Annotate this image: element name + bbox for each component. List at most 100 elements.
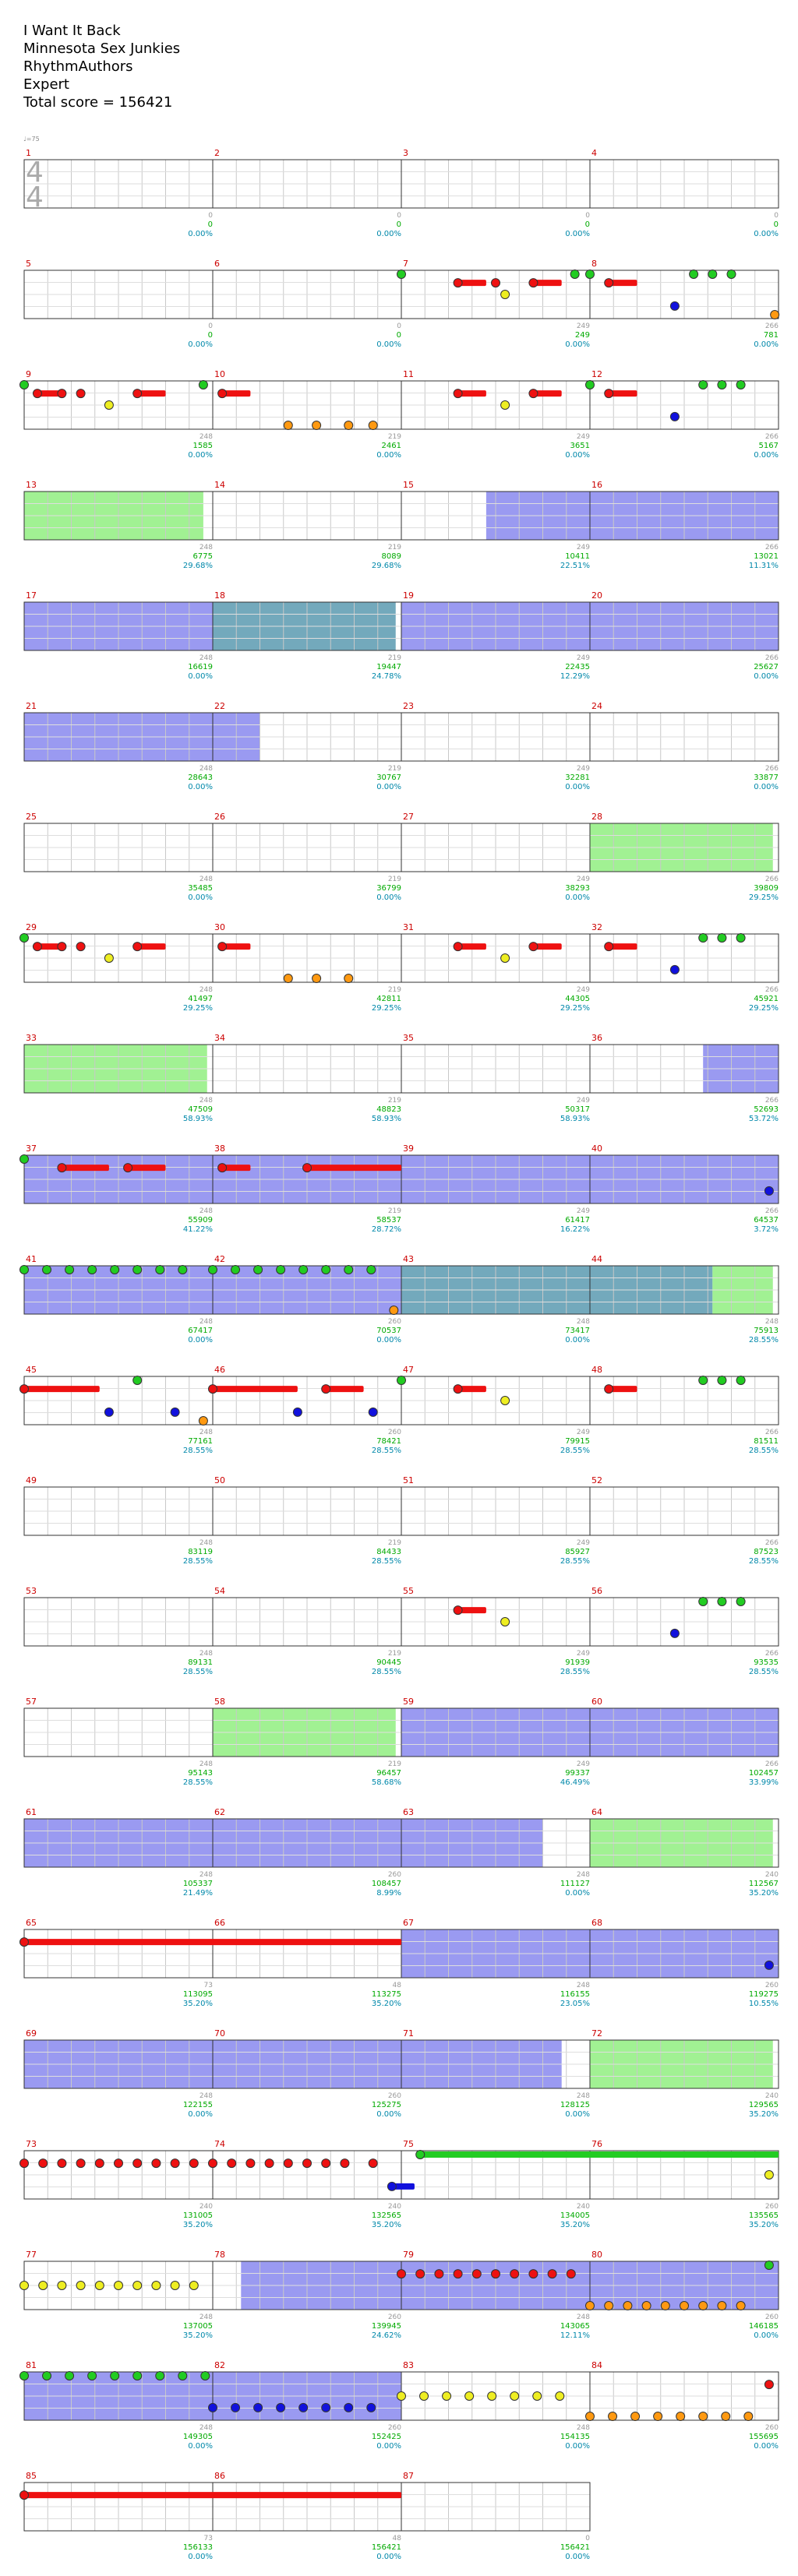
measure-sp-percent: 0.00% bbox=[188, 451, 213, 460]
measure-sp-percent: 11.31% bbox=[749, 562, 779, 570]
measure-score: 149305 bbox=[183, 2433, 213, 2441]
note-yellow bbox=[76, 2281, 86, 2290]
measure-note-count: 248 bbox=[577, 2092, 590, 2100]
measure-number: 81 bbox=[26, 2360, 37, 2370]
note-green bbox=[698, 1596, 708, 1606]
measure-note-count: 248 bbox=[200, 2313, 213, 2321]
measure-note-count: 248 bbox=[577, 1871, 590, 1879]
measure-number: 77 bbox=[26, 2250, 37, 2260]
measure-sp-percent: 28.55% bbox=[183, 1447, 213, 1455]
note-red bbox=[57, 389, 67, 399]
measure-sp-percent: 29.25% bbox=[560, 1004, 590, 1013]
measure-sp-percent: 29.25% bbox=[749, 893, 779, 902]
note-green bbox=[397, 1375, 406, 1385]
note-green bbox=[585, 379, 595, 389]
note-red bbox=[32, 942, 42, 952]
note-red bbox=[415, 2269, 425, 2279]
measure-number: 74 bbox=[214, 2139, 225, 2149]
measure-number: 24 bbox=[591, 701, 602, 711]
note-green bbox=[132, 2370, 143, 2380]
note-red bbox=[264, 2158, 274, 2169]
measure-score: 75913 bbox=[754, 1327, 779, 1335]
measure-note-count: 0 bbox=[397, 322, 401, 330]
measure-note-count: 248 bbox=[200, 1429, 213, 1436]
measure-number: 18 bbox=[214, 590, 225, 601]
note-green bbox=[19, 1154, 29, 1164]
measure-score: 91939 bbox=[565, 1658, 590, 1667]
sustain-red bbox=[457, 943, 486, 950]
measure-number: 82 bbox=[214, 2360, 225, 2370]
measure-note-count: 266 bbox=[765, 986, 779, 994]
note-green bbox=[366, 1264, 376, 1274]
note-red bbox=[340, 2158, 350, 2169]
measure-score: 47509 bbox=[188, 1105, 213, 1114]
measure-note-count: 248 bbox=[200, 986, 213, 994]
measure-sp-percent: 0.00% bbox=[376, 340, 401, 349]
note-green bbox=[726, 269, 736, 279]
measure-sp-percent: 0.00% bbox=[188, 2442, 213, 2451]
measure-note-count: 249 bbox=[577, 1207, 590, 1215]
note-yellow bbox=[442, 2391, 452, 2401]
measure-sp-percent: 0.00% bbox=[376, 451, 401, 460]
note-blue bbox=[669, 411, 680, 421]
measure-sp-percent: 0.00% bbox=[565, 1336, 590, 1344]
measure-note-count: 248 bbox=[577, 1982, 590, 1989]
note-red bbox=[189, 2158, 199, 2169]
measure-number: 70 bbox=[214, 2028, 225, 2039]
measure-score: 128125 bbox=[560, 2101, 590, 2109]
difficulty-label: Expert bbox=[23, 76, 69, 93]
measure-number: 59 bbox=[403, 1697, 414, 1707]
note-green bbox=[65, 2370, 75, 2380]
note-blue bbox=[208, 2402, 217, 2412]
measure-note-count: 260 bbox=[388, 2092, 401, 2100]
measure-number: 61 bbox=[26, 1807, 37, 1817]
measure-sp-percent: 0.00% bbox=[376, 893, 401, 902]
note-red bbox=[453, 278, 463, 288]
measure-score: 25627 bbox=[754, 663, 779, 671]
note-yellow bbox=[464, 2391, 475, 2401]
measure-number: 2 bbox=[214, 148, 220, 158]
measure-score: 113095 bbox=[183, 1990, 213, 1999]
note-green bbox=[19, 1264, 29, 1274]
note-orange bbox=[368, 421, 378, 431]
measure-note-count: 248 bbox=[200, 1871, 213, 1879]
note-red bbox=[528, 942, 538, 952]
measure-sp-percent: 46.49% bbox=[560, 1778, 590, 1787]
measure-sp-percent: 0.00% bbox=[565, 783, 590, 791]
note-orange bbox=[736, 2301, 746, 2311]
note-green bbox=[178, 1264, 188, 1274]
note-green bbox=[397, 269, 406, 279]
measure-sp-percent: 35.20% bbox=[183, 2000, 213, 2008]
measure-sp-percent: 0.00% bbox=[376, 2553, 401, 2561]
note-yellow bbox=[419, 2391, 429, 2401]
measure-sp-percent: 8.99% bbox=[376, 1889, 401, 1898]
note-orange bbox=[344, 974, 354, 984]
measure-number: 22 bbox=[214, 701, 225, 711]
note-red bbox=[397, 2269, 406, 2279]
note-yellow bbox=[132, 2281, 143, 2290]
measure-number: 73 bbox=[26, 2139, 37, 2149]
note-blue bbox=[231, 2402, 241, 2412]
note-orange bbox=[676, 2412, 686, 2422]
note-yellow bbox=[487, 2391, 497, 2401]
sustain-red bbox=[137, 943, 166, 950]
measure-number: 29 bbox=[26, 922, 37, 932]
measure-note-count: 266 bbox=[765, 1097, 779, 1105]
measure-score: 134005 bbox=[560, 2211, 590, 2220]
sustain-red bbox=[533, 280, 562, 287]
note-red bbox=[227, 2158, 237, 2169]
measure-sp-percent: 0.00% bbox=[376, 2442, 401, 2451]
measure-score: 122155 bbox=[183, 2101, 213, 2109]
sustain-red bbox=[457, 280, 486, 287]
measure-note-count: 73 bbox=[204, 1982, 213, 1989]
measure-score: 16619 bbox=[188, 663, 213, 671]
note-yellow bbox=[397, 2391, 406, 2401]
measure-note-count: 260 bbox=[388, 1429, 401, 1436]
measure-number: 41 bbox=[26, 1254, 37, 1264]
note-blue bbox=[669, 1628, 680, 1638]
note-green bbox=[321, 1264, 331, 1274]
note-yellow bbox=[500, 290, 510, 299]
measure-score: 83119 bbox=[188, 1548, 213, 1556]
note-red bbox=[471, 2269, 482, 2279]
